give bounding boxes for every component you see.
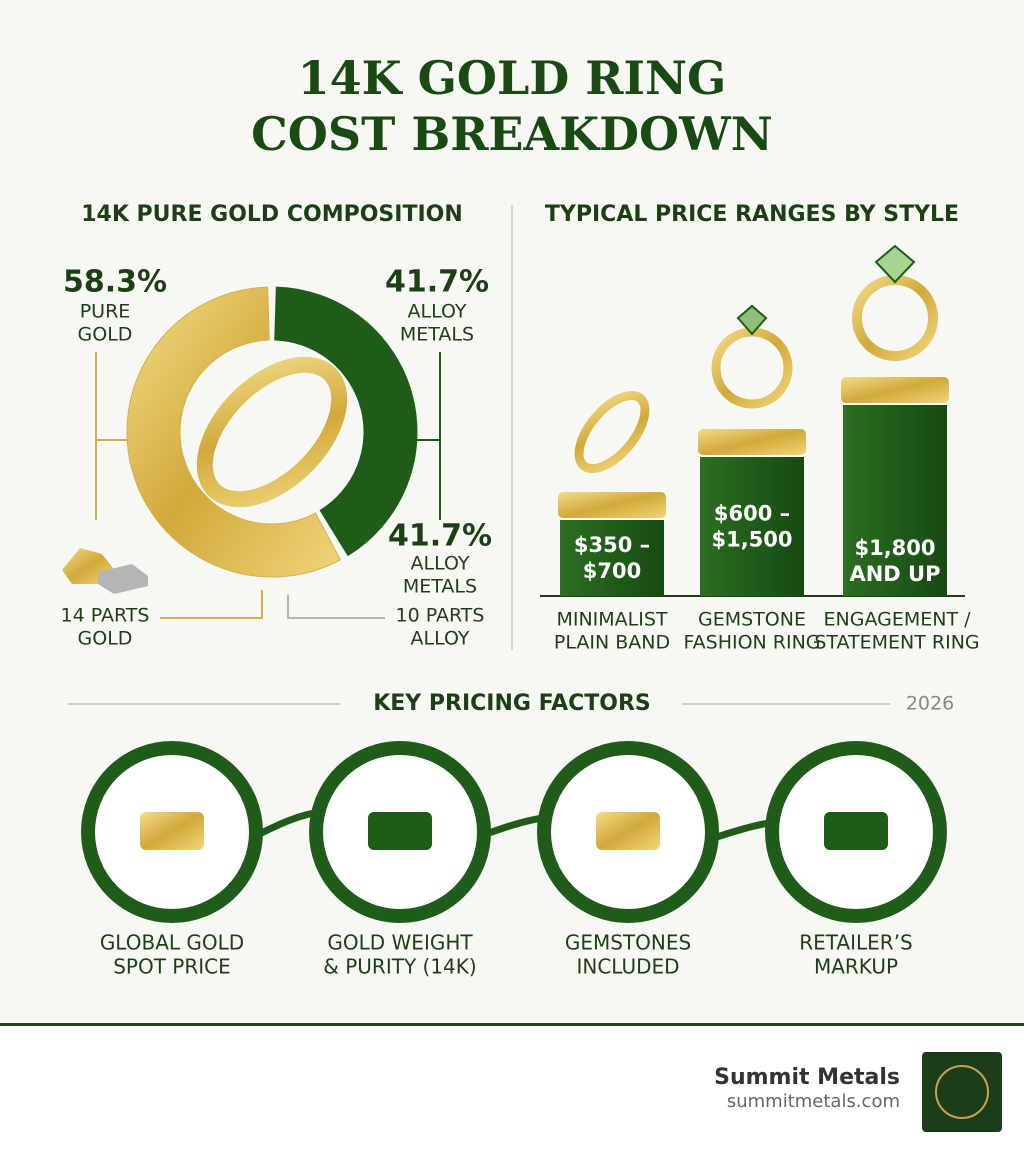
annotation: METALS [403, 576, 477, 598]
factor-icon [596, 812, 660, 850]
value-label: 58.3% [63, 265, 167, 300]
price-label: AND UP [849, 562, 940, 586]
factor-label: GLOBAL GOLD [100, 931, 244, 955]
gem-icon [736, 304, 768, 336]
gem-icon [874, 244, 916, 284]
price-bar [560, 520, 664, 596]
price-label: $1,500 [711, 528, 792, 552]
price-bar [700, 457, 804, 596]
price-label: $350 – [574, 533, 650, 557]
annotation-value: 41.7% [388, 519, 492, 554]
category-label: ALLOY [407, 301, 466, 323]
bar-icon [98, 564, 148, 594]
price-label: $600 – [714, 502, 790, 526]
style-label: ENGAGEMENT / [824, 609, 972, 631]
category-label: GOLD [78, 324, 133, 346]
style-label: PLAIN BAND [554, 632, 670, 654]
annotation: 14 PARTS [61, 605, 150, 627]
factor-label: GOLD WEIGHT [327, 931, 473, 955]
brand: Summit Metals [714, 1065, 900, 1090]
ring-icon [574, 390, 650, 474]
factor-label: SPOT PRICE [113, 955, 231, 979]
price-cap [558, 492, 666, 518]
style-label: FASHION RING [683, 632, 820, 654]
year: 2026 [906, 693, 954, 715]
factor-label: MARKUP [814, 955, 898, 979]
footer-rule [0, 1023, 1024, 1026]
leader [95, 352, 128, 520]
annotation: ALLOY [410, 553, 469, 575]
price-cap [698, 429, 806, 455]
donut-slice [274, 286, 418, 557]
logo [922, 1052, 1002, 1132]
donut-slice [126, 286, 342, 578]
title: COST BREAKDOWN [251, 107, 773, 161]
leader [160, 590, 263, 619]
leader [415, 352, 441, 520]
style-label: MINIMALIST [556, 609, 667, 631]
factor-icon [368, 812, 432, 850]
annotation: ALLOY [410, 628, 469, 650]
factor-label: INCLUDED [576, 955, 679, 979]
value-label: 41.7% [385, 265, 489, 300]
style-label: STATEMENT RING [814, 632, 979, 654]
category-label: PURE [80, 301, 131, 323]
logo-mark [935, 1065, 989, 1119]
leader [287, 595, 385, 619]
category-label: METALS [400, 324, 474, 346]
style-label: GEMSTONE [698, 609, 806, 631]
factor-icon [824, 812, 888, 850]
section-title: KEY PRICING FACTORS [373, 691, 651, 716]
annotation: GOLD [78, 628, 133, 650]
url: summitmetals.com [727, 1091, 900, 1112]
price-label: $1,800 [854, 536, 935, 560]
factor-label: & PURITY (14K) [323, 955, 476, 979]
section-title: 14K PURE GOLD COMPOSITION [81, 202, 463, 227]
annotation: 10 PARTS [396, 605, 485, 627]
factor-icon [140, 812, 204, 850]
title: 14K GOLD RING [298, 51, 727, 105]
ring-icon [196, 356, 348, 508]
price-cap [841, 377, 949, 403]
section-title: TYPICAL PRICE RANGES BY STYLE [545, 202, 959, 227]
price-bar [843, 405, 947, 596]
factor-label: RETAILER’S [799, 931, 913, 955]
price-label: $700 [583, 559, 641, 583]
factor-label: GEMSTONES [565, 931, 691, 955]
